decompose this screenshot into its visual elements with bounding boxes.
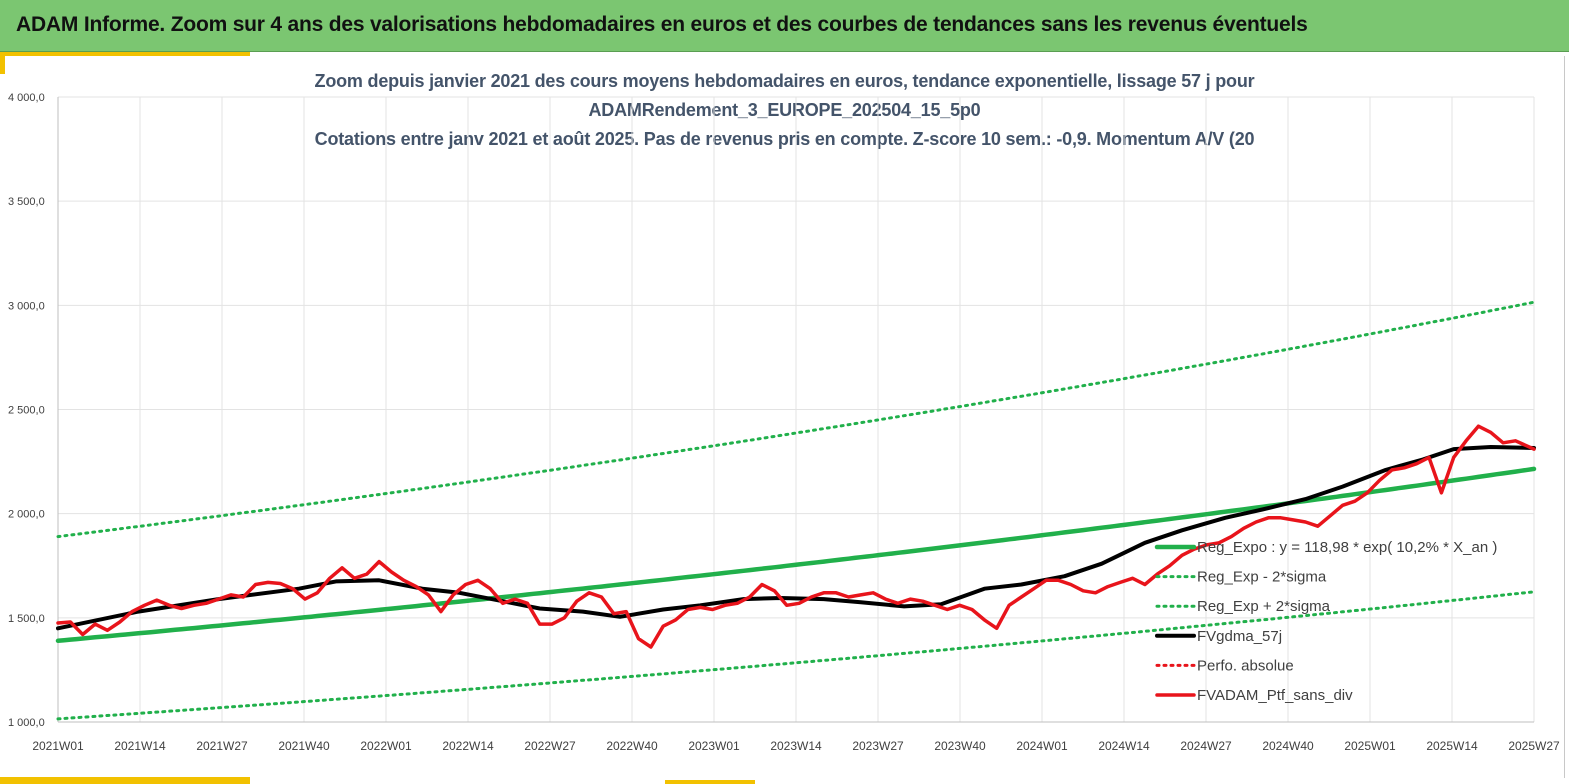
x-tick-label: 2022W01 (360, 739, 412, 753)
y-tick-label: 2 500,0 (8, 405, 45, 417)
x-tick-label: 2025W01 (1344, 739, 1396, 753)
x-tick-label: 2022W14 (442, 739, 494, 753)
chart-legend: Reg_Expo : y = 118,98 * exp( 10,2% * X_a… (1154, 539, 1497, 704)
x-tick-label: 2021W14 (114, 739, 166, 753)
x-tick-label: 2024W01 (1016, 739, 1068, 753)
x-tick-label: 2024W14 (1098, 739, 1150, 753)
series-line-1 (56, 590, 1536, 721)
x-tick-label: 2022W40 (606, 739, 658, 753)
legend-label-0: Reg_Expo : y = 118,98 * exp( 10,2% * X_a… (1197, 539, 1497, 556)
chart-title-line-2: ADAMRendement_3_EUROPE_202504_15_5p0 (588, 100, 981, 120)
x-tick-label: 2023W40 (934, 739, 986, 753)
x-tick-label: 2024W40 (1262, 739, 1314, 753)
x-tick-label: 2021W40 (278, 739, 330, 753)
y-tick-label: 4 000,0 (8, 92, 45, 104)
x-tick-label: 2022W27 (524, 739, 576, 753)
accent-bar-bottom (0, 777, 250, 784)
accent-bar-top (0, 52, 250, 56)
y-tick-label: 2 000,0 (8, 509, 45, 521)
y-tick-label: 3 500,0 (8, 196, 45, 208)
header-banner: ADAM Informe. Zoom sur 4 ans des valoris… (0, 0, 1569, 52)
x-tick-label: 2021W27 (196, 739, 248, 753)
y-tick-label: 1 000,0 (8, 717, 45, 729)
chart-gridlines (57, 96, 1535, 723)
y-axis: 4 000,0 3 500,0 3 000,0 2 500,0 2 000,0 1 500… (8, 92, 59, 729)
series-line-5 (56, 424, 1536, 649)
page-title: ADAM Informe. Zoom sur 4 ans des valoris… (16, 13, 1308, 36)
x-tick-label: 2023W01 (688, 739, 740, 753)
x-tick-label: 2024W27 (1180, 739, 1232, 753)
series-line-2 (56, 300, 1536, 539)
legend-label-5: FVADAM_Ptf_sans_div (1197, 687, 1353, 704)
legend-label-4: Perfo. absolue (1197, 657, 1294, 674)
x-tick-label: 2023W27 (852, 739, 904, 753)
chart-series (55, 300, 1537, 721)
accent-bar-left (0, 52, 5, 74)
x-tick-label: 2025W14 (1426, 739, 1478, 753)
x-tick-label: 2025W27 (1508, 739, 1560, 753)
series-line-3 (56, 445, 1536, 631)
accent-bar-bottom-secondary (665, 780, 755, 784)
y-tick-label: 3 000,0 (8, 300, 45, 312)
legend-label-1: Reg_Exp - 2*sigma (1197, 569, 1327, 586)
chart-title-line-1: Zoom depuis janvier 2021 des cours moyen… (314, 71, 1255, 91)
x-tick-label: 2023W14 (770, 739, 822, 753)
x-axis: 2021W01 2021W14 2021W27 2021W40 2022W01 2022W… (32, 721, 1560, 753)
x-tick-label: 2021W01 (32, 739, 84, 753)
y-tick-label: 1 500,0 (8, 613, 45, 625)
legend-label-2: Reg_Exp + 2*sigma (1197, 598, 1331, 615)
chart-frame (5, 56, 1565, 778)
legend-label-3: FVgdma_57j (1197, 628, 1282, 645)
